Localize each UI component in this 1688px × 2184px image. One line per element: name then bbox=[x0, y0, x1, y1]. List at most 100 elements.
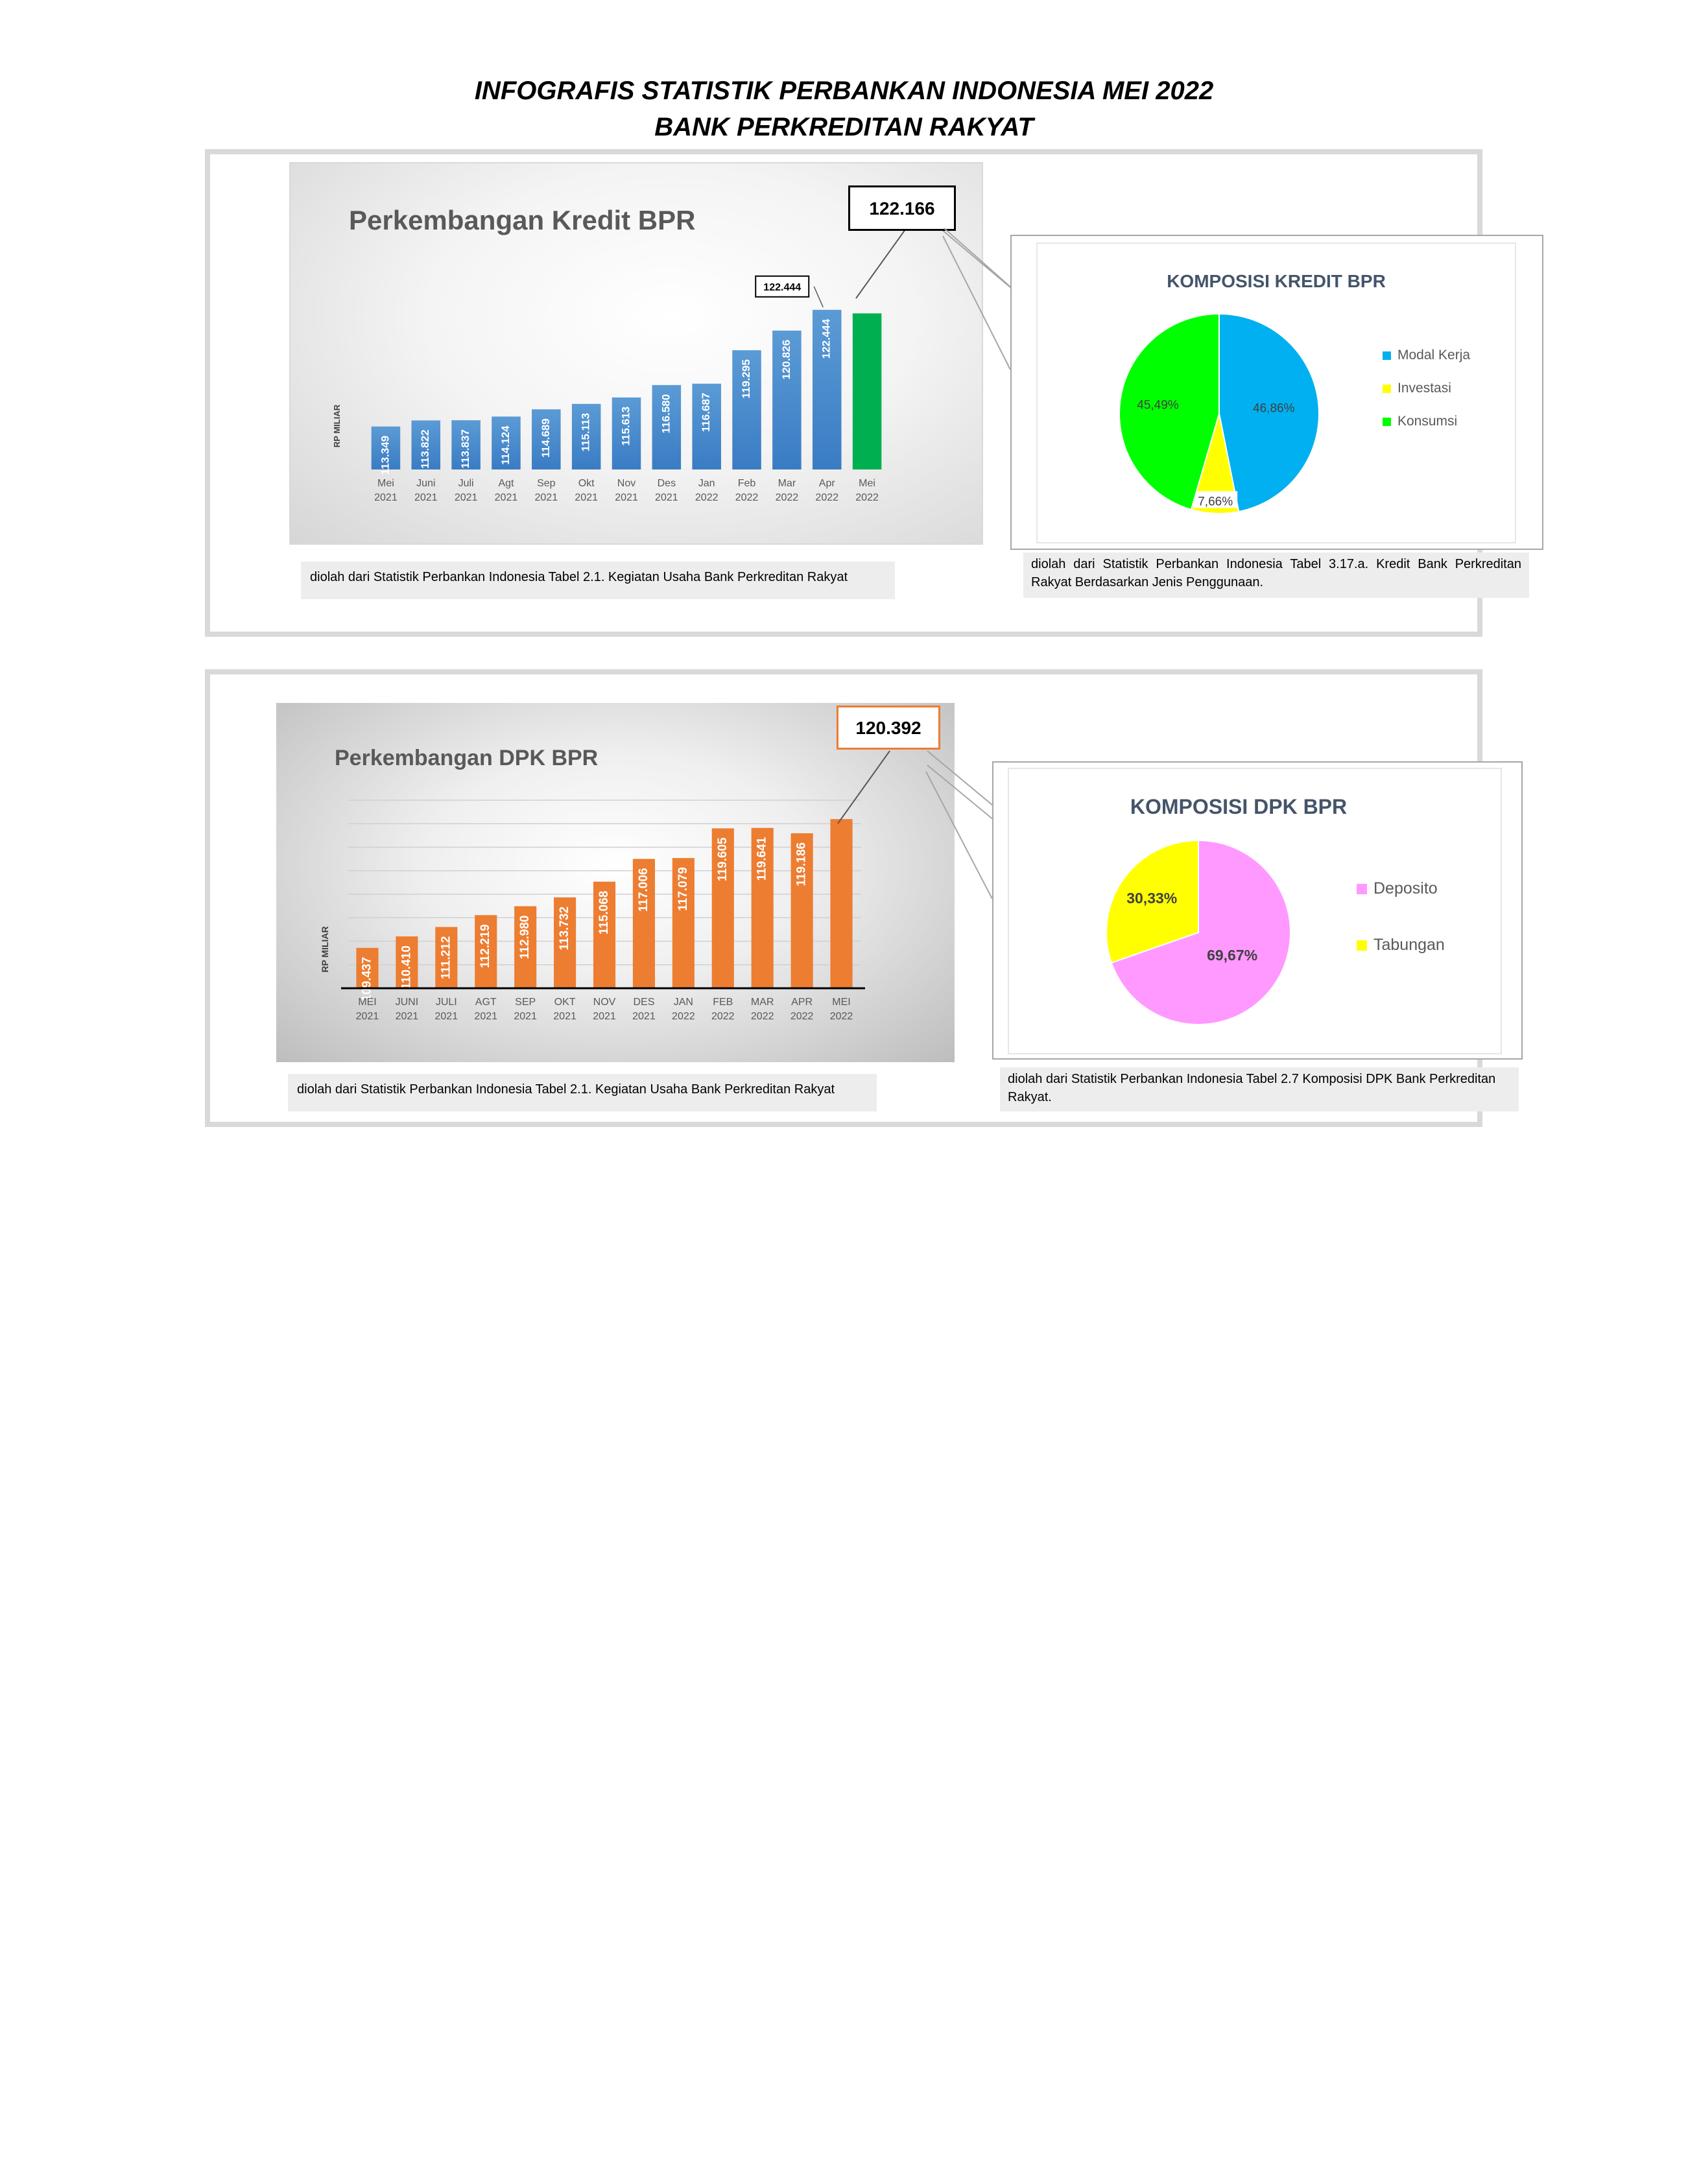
legend-item-tabungan: Tabungan bbox=[1357, 936, 1445, 955]
x-tick-month: FEB bbox=[713, 997, 733, 1008]
dpk-pie-title: KOMPOSISI DPK BPR bbox=[1130, 795, 1348, 818]
x-tick-month: Jan bbox=[698, 478, 715, 489]
bar-value-label: 119.295 bbox=[740, 359, 752, 399]
x-tick-year: 2021 bbox=[374, 492, 398, 503]
bar-value-label: 119.186 bbox=[795, 842, 809, 886]
bar-sep-2021 bbox=[514, 906, 537, 988]
x-tick-year: 2022 bbox=[695, 492, 719, 503]
bar-jan-2022 bbox=[692, 383, 721, 469]
legend-label-investasi: Investasi bbox=[1397, 381, 1451, 396]
bar-value-label: 111.212 bbox=[439, 936, 453, 980]
bar-juli-2021 bbox=[451, 420, 481, 469]
dpk-callout-connector bbox=[837, 750, 1001, 824]
bar-mar-2022 bbox=[751, 827, 774, 988]
x-tick-month: Juni bbox=[416, 478, 435, 489]
pie-slice-konsumsi bbox=[1119, 313, 1220, 511]
bar-value-label: 117.079 bbox=[676, 867, 690, 911]
kredit-chart-title: Perkembangan Kredit BPR bbox=[349, 205, 696, 235]
bar-value-label: 113.732 bbox=[558, 907, 571, 951]
x-tick-month: DES bbox=[633, 997, 654, 1008]
legend-label-modal-kerja: Modal Kerja bbox=[1397, 348, 1471, 362]
bar-value-label: 115.113 bbox=[580, 413, 592, 452]
bar-mei-2022 bbox=[852, 313, 882, 469]
x-tick-year: 2021 bbox=[553, 1011, 577, 1022]
x-tick-month: JUNI bbox=[396, 997, 419, 1008]
x-tick-month: JULI bbox=[436, 997, 457, 1008]
bar-value-label: 114.689 bbox=[540, 418, 552, 458]
bar-des-2021 bbox=[632, 859, 655, 988]
kredit-pie-legend: Modal Kerja Investasi Konsumsi bbox=[1383, 348, 1470, 429]
bar-value-label: 109.437 bbox=[360, 957, 374, 1002]
bar-okt-2021 bbox=[554, 897, 577, 988]
legend-label-tabungan: Tabungan bbox=[1373, 936, 1445, 954]
bar-value-label: 115.068 bbox=[597, 891, 611, 935]
x-tick-year: 2021 bbox=[655, 492, 678, 503]
x-tick-month: OKT bbox=[554, 997, 576, 1008]
x-tick-year: 2022 bbox=[791, 1011, 814, 1022]
document-title-line-1: INFOGRAFIS STATISTIK PERBANKAN INDONESIA… bbox=[474, 77, 1214, 105]
kredit-pie-title: KOMPOSISI KREDIT BPR bbox=[1167, 271, 1386, 291]
dpk-chart-title: Perkembangan DPK BPR bbox=[335, 746, 599, 770]
x-tick-year: 2022 bbox=[855, 492, 879, 503]
dpk-pie-legend: Deposito Tabungan bbox=[1357, 879, 1445, 955]
dpk-pie-chart: KOMPOSISI DPK BPR 69,67% 30,33% Deposito … bbox=[1008, 768, 1502, 1054]
x-tick-month: Sep bbox=[537, 478, 556, 489]
x-tick-month: Agt bbox=[498, 478, 514, 489]
bar-mei-2021 bbox=[371, 426, 401, 469]
pie-data-label: 45,49% bbox=[1137, 399, 1179, 412]
dpk-pie-source-note: diolah dari Statistik Perbankan Indonesi… bbox=[1000, 1067, 1519, 1111]
x-tick-year: 2021 bbox=[435, 1011, 458, 1022]
kredit-pie-source-note: diolah dari Statistik Perbankan Indonesi… bbox=[1023, 552, 1529, 598]
bar-value-label: 115.613 bbox=[619, 407, 632, 446]
kredit-pie-chart: KOMPOSISI KREDIT BPR 46,86% 7,66% 45,49% M… bbox=[1036, 243, 1516, 543]
bar-value-label: 112.219 bbox=[479, 924, 492, 968]
kredit-callout-value: 122.166 bbox=[848, 185, 956, 231]
deposito-swatch bbox=[1357, 883, 1367, 894]
x-tick-year: 2021 bbox=[615, 492, 638, 503]
bar-value-label: 113.837 bbox=[459, 429, 471, 469]
pie-data-label: 7,66% bbox=[1198, 495, 1233, 508]
x-tick-year: 2022 bbox=[776, 492, 799, 503]
x-tick-year: 2022 bbox=[830, 1011, 853, 1022]
bar-juli-2021 bbox=[435, 927, 458, 988]
bar-juni-2021 bbox=[411, 420, 441, 469]
pie-data-label: 69,67% bbox=[1207, 947, 1257, 964]
bar-value-label: 112.980 bbox=[518, 915, 532, 959]
kredit-pie-plot: 46,86% 7,66% 45,49% bbox=[1119, 313, 1320, 514]
bar-nov-2021 bbox=[612, 397, 641, 469]
pie-data-label: 46,86% bbox=[1253, 402, 1295, 416]
konsumsi-swatch bbox=[1383, 417, 1391, 426]
x-tick-year: 2021 bbox=[535, 492, 558, 503]
x-tick-year: 2022 bbox=[735, 492, 759, 503]
x-tick-month: Mei bbox=[859, 478, 875, 489]
x-tick-month: Mei bbox=[377, 478, 394, 489]
x-tick-year: 2021 bbox=[455, 492, 478, 503]
x-tick-month: AGT bbox=[475, 997, 497, 1008]
x-tick-year: 2021 bbox=[593, 1011, 616, 1022]
x-tick-month: MEI bbox=[358, 997, 376, 1008]
x-tick-year: 2022 bbox=[751, 1011, 774, 1022]
bar-des-2021 bbox=[652, 385, 682, 469]
legend-item-investasi: Investasi bbox=[1383, 381, 1470, 396]
x-tick-year: 2022 bbox=[815, 492, 838, 503]
x-tick-year: 2021 bbox=[632, 1011, 656, 1022]
bar-feb-2022 bbox=[732, 350, 761, 469]
bar-value-label: 113.349 bbox=[379, 436, 391, 475]
kredit-pie-connector bbox=[942, 228, 1012, 370]
x-tick-year: 2022 bbox=[672, 1011, 695, 1022]
bar-mei-2022 bbox=[830, 819, 853, 988]
dpk-pie-frame: KOMPOSISI DPK BPR 69,67% 30,33% Deposito … bbox=[992, 761, 1523, 1060]
tabungan-swatch bbox=[1357, 940, 1367, 951]
modal-kerja-swatch bbox=[1383, 351, 1391, 360]
bar-okt-2021 bbox=[571, 403, 601, 469]
pie-slice-tabungan bbox=[1106, 839, 1199, 964]
dpk-pie-plot: 69,67% 30,33% bbox=[1106, 839, 1291, 1025]
x-tick-year: 2021 bbox=[474, 1011, 497, 1022]
x-tick-month: Nov bbox=[617, 478, 636, 489]
legend-item-deposito: Deposito bbox=[1357, 879, 1445, 898]
kredit-bar-plot: 113.349 Mei 2021 113.822 Juni 2021 113.837 Juli… bbox=[332, 275, 882, 503]
investasi-swatch bbox=[1383, 384, 1391, 393]
pie-data-label: 30,33% bbox=[1126, 890, 1177, 907]
bar-value-label: 113.822 bbox=[419, 429, 431, 469]
dpk-bar-plot: 109.437MEI2021110.410JUNI2021111.212JULI… bbox=[320, 800, 865, 1022]
